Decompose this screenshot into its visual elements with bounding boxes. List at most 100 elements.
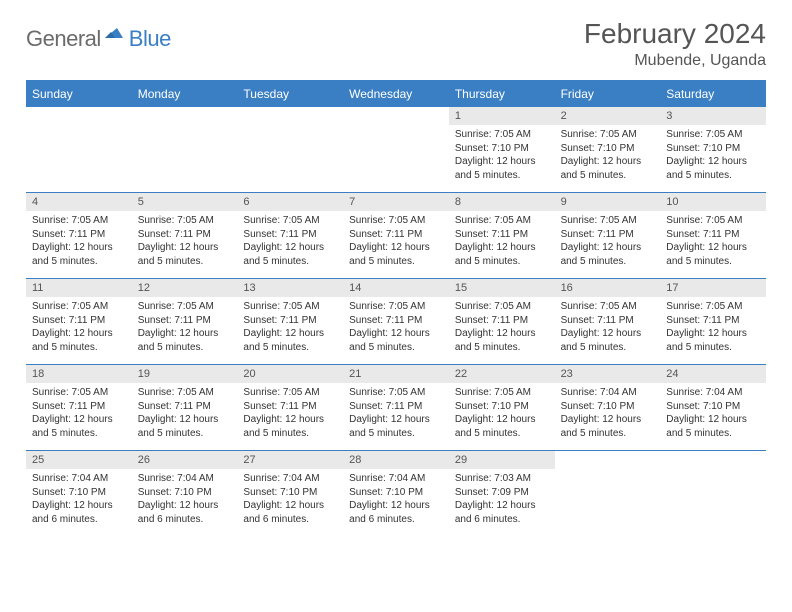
sunset-line: Sunset: 7:11 PM: [666, 228, 760, 242]
flag-icon: [105, 24, 127, 43]
daylight-line: Daylight: 12 hours and 5 minutes.: [349, 327, 443, 354]
daylight-line: Daylight: 12 hours and 5 minutes.: [243, 413, 337, 440]
sunrise-line: Sunrise: 7:05 AM: [561, 300, 655, 314]
daylight-line: Daylight: 12 hours and 6 minutes.: [349, 499, 443, 526]
location: Mubende, Uganda: [584, 52, 766, 70]
day-details: Sunrise: 7:04 AMSunset: 7:10 PMDaylight:…: [660, 383, 766, 446]
sunrise-line: Sunrise: 7:05 AM: [666, 128, 760, 142]
calendar-cell: 17Sunrise: 7:05 AMSunset: 7:11 PMDayligh…: [660, 278, 766, 364]
calendar-cell: 23Sunrise: 7:04 AMSunset: 7:10 PMDayligh…: [555, 364, 661, 450]
day-details: Sunrise: 7:04 AMSunset: 7:10 PMDaylight:…: [343, 469, 449, 532]
day-number: 8: [449, 193, 555, 211]
daylight-line: Daylight: 12 hours and 5 minutes.: [32, 241, 126, 268]
day-details: Sunrise: 7:04 AMSunset: 7:10 PMDaylight:…: [26, 469, 132, 532]
daylight-line: Daylight: 12 hours and 5 minutes.: [666, 155, 760, 182]
sunrise-line: Sunrise: 7:05 AM: [243, 214, 337, 228]
calendar-cell: 5Sunrise: 7:05 AMSunset: 7:11 PMDaylight…: [132, 192, 238, 278]
sunset-line: Sunset: 7:11 PM: [243, 400, 337, 414]
day-details: Sunrise: 7:05 AMSunset: 7:11 PMDaylight:…: [343, 297, 449, 360]
day-number: 26: [132, 451, 238, 469]
calendar-cell: 1Sunrise: 7:05 AMSunset: 7:10 PMDaylight…: [449, 106, 555, 192]
sunrise-line: Sunrise: 7:05 AM: [349, 214, 443, 228]
day-header: Wednesday: [343, 82, 449, 106]
day-details: Sunrise: 7:05 AMSunset: 7:10 PMDaylight:…: [449, 383, 555, 446]
daylight-line: Daylight: 12 hours and 5 minutes.: [561, 327, 655, 354]
sunrise-line: Sunrise: 7:04 AM: [243, 472, 337, 486]
day-number: 2: [555, 107, 661, 125]
logo: General Blue: [26, 24, 171, 53]
day-details: Sunrise: 7:05 AMSunset: 7:11 PMDaylight:…: [132, 297, 238, 360]
day-details: Sunrise: 7:04 AMSunset: 7:10 PMDaylight:…: [555, 383, 661, 446]
sunrise-line: Sunrise: 7:05 AM: [349, 300, 443, 314]
day-details: Sunrise: 7:05 AMSunset: 7:11 PMDaylight:…: [132, 211, 238, 274]
calendar-cell: 9Sunrise: 7:05 AMSunset: 7:11 PMDaylight…: [555, 192, 661, 278]
sunset-line: Sunset: 7:11 PM: [243, 314, 337, 328]
sunrise-line: Sunrise: 7:05 AM: [561, 214, 655, 228]
day-details: Sunrise: 7:05 AMSunset: 7:11 PMDaylight:…: [660, 297, 766, 360]
daylight-line: Daylight: 12 hours and 5 minutes.: [561, 155, 655, 182]
day-header: Tuesday: [237, 82, 343, 106]
calendar-cell: 7Sunrise: 7:05 AMSunset: 7:11 PMDaylight…: [343, 192, 449, 278]
day-header: Monday: [132, 82, 238, 106]
calendar-grid: SundayMondayTuesdayWednesdayThursdayFrid…: [26, 80, 766, 536]
sunset-line: Sunset: 7:11 PM: [138, 314, 232, 328]
sunrise-line: Sunrise: 7:04 AM: [561, 386, 655, 400]
daylight-line: Daylight: 12 hours and 6 minutes.: [32, 499, 126, 526]
calendar-cell: 27Sunrise: 7:04 AMSunset: 7:10 PMDayligh…: [237, 450, 343, 536]
daylight-line: Daylight: 12 hours and 5 minutes.: [138, 241, 232, 268]
logo-text-general: General: [26, 26, 101, 52]
calendar-cell: 18Sunrise: 7:05 AMSunset: 7:11 PMDayligh…: [26, 364, 132, 450]
daylight-line: Daylight: 12 hours and 5 minutes.: [666, 241, 760, 268]
day-number: 1: [449, 107, 555, 125]
calendar-cell: 10Sunrise: 7:05 AMSunset: 7:11 PMDayligh…: [660, 192, 766, 278]
day-number: 17: [660, 279, 766, 297]
sunrise-line: Sunrise: 7:05 AM: [455, 128, 549, 142]
day-details: Sunrise: 7:05 AMSunset: 7:11 PMDaylight:…: [26, 211, 132, 274]
daylight-line: Daylight: 12 hours and 5 minutes.: [349, 241, 443, 268]
calendar-cell: 19Sunrise: 7:05 AMSunset: 7:11 PMDayligh…: [132, 364, 238, 450]
calendar-cell: 11Sunrise: 7:05 AMSunset: 7:11 PMDayligh…: [26, 278, 132, 364]
day-number: 13: [237, 279, 343, 297]
sunrise-line: Sunrise: 7:05 AM: [666, 300, 760, 314]
daylight-line: Daylight: 12 hours and 5 minutes.: [349, 413, 443, 440]
sunset-line: Sunset: 7:10 PM: [243, 486, 337, 500]
sunset-line: Sunset: 7:11 PM: [455, 314, 549, 328]
calendar-cell: 22Sunrise: 7:05 AMSunset: 7:10 PMDayligh…: [449, 364, 555, 450]
calendar-cell: 12Sunrise: 7:05 AMSunset: 7:11 PMDayligh…: [132, 278, 238, 364]
day-number: 15: [449, 279, 555, 297]
day-header: Saturday: [660, 82, 766, 106]
sunrise-line: Sunrise: 7:05 AM: [561, 128, 655, 142]
calendar-cell: 26Sunrise: 7:04 AMSunset: 7:10 PMDayligh…: [132, 450, 238, 536]
sunset-line: Sunset: 7:11 PM: [32, 228, 126, 242]
day-number: 9: [555, 193, 661, 211]
sunrise-line: Sunrise: 7:04 AM: [32, 472, 126, 486]
day-details: Sunrise: 7:05 AMSunset: 7:11 PMDaylight:…: [26, 297, 132, 360]
sunset-line: Sunset: 7:11 PM: [349, 228, 443, 242]
sunrise-line: Sunrise: 7:05 AM: [243, 386, 337, 400]
day-details: Sunrise: 7:04 AMSunset: 7:10 PMDaylight:…: [132, 469, 238, 532]
sunset-line: Sunset: 7:10 PM: [455, 400, 549, 414]
sunset-line: Sunset: 7:11 PM: [666, 314, 760, 328]
daylight-line: Daylight: 12 hours and 5 minutes.: [138, 327, 232, 354]
daylight-line: Daylight: 12 hours and 5 minutes.: [455, 241, 549, 268]
sunset-line: Sunset: 7:10 PM: [349, 486, 443, 500]
day-number: 22: [449, 365, 555, 383]
sunrise-line: Sunrise: 7:04 AM: [666, 386, 760, 400]
calendar-cell-empty: [660, 450, 766, 536]
title-block: February 2024 Mubende, Uganda: [584, 18, 766, 70]
calendar-cell-empty: [555, 450, 661, 536]
sunset-line: Sunset: 7:11 PM: [349, 400, 443, 414]
calendar-cell: 8Sunrise: 7:05 AMSunset: 7:11 PMDaylight…: [449, 192, 555, 278]
day-number: 29: [449, 451, 555, 469]
sunrise-line: Sunrise: 7:05 AM: [32, 386, 126, 400]
sunrise-line: Sunrise: 7:05 AM: [32, 214, 126, 228]
calendar-cell: 25Sunrise: 7:04 AMSunset: 7:10 PMDayligh…: [26, 450, 132, 536]
day-details: Sunrise: 7:05 AMSunset: 7:10 PMDaylight:…: [660, 125, 766, 188]
day-details: Sunrise: 7:04 AMSunset: 7:10 PMDaylight:…: [237, 469, 343, 532]
day-number: 10: [660, 193, 766, 211]
calendar-cell: 28Sunrise: 7:04 AMSunset: 7:10 PMDayligh…: [343, 450, 449, 536]
day-details: Sunrise: 7:03 AMSunset: 7:09 PMDaylight:…: [449, 469, 555, 532]
day-number: 19: [132, 365, 238, 383]
daylight-line: Daylight: 12 hours and 5 minutes.: [32, 413, 126, 440]
sunset-line: Sunset: 7:10 PM: [561, 142, 655, 156]
